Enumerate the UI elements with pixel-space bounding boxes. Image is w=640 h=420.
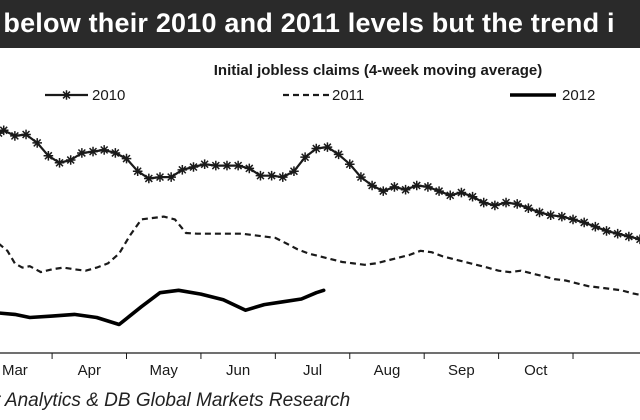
series-2010-point bbox=[54, 158, 65, 168]
headline-text: l below their 2010 and 2011 levels but t… bbox=[0, 8, 615, 38]
source-note: r Analytics & DB Global Markets Research bbox=[0, 390, 351, 411]
series-2010-point bbox=[266, 170, 277, 181]
series-2010-point bbox=[289, 166, 299, 177]
headline-bar: l below their 2010 and 2011 levels but t… bbox=[0, 0, 640, 48]
series-2010 bbox=[0, 125, 640, 245]
series-2010-point bbox=[579, 217, 589, 228]
series-2010-point bbox=[378, 186, 389, 196]
series-2010-point bbox=[635, 234, 640, 245]
series-2010-point bbox=[300, 152, 310, 162]
series-2010-point bbox=[490, 200, 500, 211]
series-2010-point bbox=[601, 226, 612, 236]
series-2010-point bbox=[590, 221, 601, 232]
series-2010-point bbox=[456, 187, 467, 198]
series-2010-point bbox=[478, 197, 489, 208]
series-2010-point bbox=[199, 159, 210, 170]
series-2011 bbox=[0, 215, 640, 296]
series-2010-point bbox=[188, 162, 199, 172]
legend-2012: 2012 bbox=[510, 87, 595, 104]
series-2010-point bbox=[624, 231, 634, 242]
series-2010-point bbox=[99, 145, 109, 155]
series-2010-point bbox=[322, 142, 333, 152]
series-2010-point bbox=[534, 207, 545, 218]
x-tick-jul-label: Jul bbox=[303, 362, 322, 379]
series-2010-point bbox=[177, 165, 188, 175]
series-2010-point bbox=[222, 160, 232, 171]
series-2010-point bbox=[434, 186, 444, 196]
legend-2010-label: 2010 bbox=[92, 87, 125, 104]
series-2010-point bbox=[423, 182, 433, 192]
plot-area: Mar Apr May Jun Jul Aug Sep Oct bbox=[0, 125, 640, 379]
series-2010-point bbox=[400, 184, 411, 195]
legend-2010-marker bbox=[61, 90, 72, 100]
x-tick-jun-label: Jun bbox=[226, 362, 250, 379]
series-2010-point bbox=[389, 182, 400, 192]
x-tick-may-label: May bbox=[150, 362, 179, 379]
legend-2011: 2011 bbox=[283, 87, 364, 104]
series-2010-point bbox=[121, 153, 132, 164]
series-2010-point bbox=[32, 138, 43, 148]
series-2010-point bbox=[411, 180, 422, 191]
chart-title: Initial jobless claims (4-week moving av… bbox=[214, 62, 542, 79]
series-2010-point bbox=[568, 214, 578, 225]
legend-2012-label: 2012 bbox=[562, 87, 595, 104]
series-2010-point bbox=[77, 148, 87, 158]
series-2010-point bbox=[523, 203, 534, 213]
series-2010-point bbox=[512, 199, 523, 209]
jobless-claims-chart: Initial jobless claims (4-week moving av… bbox=[0, 62, 640, 379]
legend-2011-label: 2011 bbox=[332, 87, 364, 104]
x-tick-mar-label: Mar bbox=[2, 362, 28, 379]
series-2010-point bbox=[255, 170, 266, 181]
series-2010-point bbox=[344, 159, 355, 170]
series-layer bbox=[0, 125, 640, 327]
series-2010-point bbox=[10, 131, 20, 141]
legend-2010: 2010 bbox=[45, 87, 125, 104]
series-2010-point bbox=[545, 210, 556, 221]
series-2010-point bbox=[445, 190, 456, 201]
series-2010-point bbox=[467, 191, 478, 202]
x-tick-sep-label: Sep bbox=[448, 362, 475, 379]
x-tick-apr-label: Apr bbox=[78, 362, 101, 379]
series-2010-point bbox=[367, 180, 377, 191]
series-2012 bbox=[0, 288, 326, 327]
x-axis-ticks: Mar Apr May Jun Jul Aug Sep Oct bbox=[2, 353, 574, 379]
series-2010-point bbox=[132, 166, 143, 177]
chart-legend: 2010 2011 2012 bbox=[45, 87, 595, 104]
series-2010-point bbox=[333, 149, 344, 160]
series-2010-point bbox=[144, 173, 154, 184]
series-2010-point bbox=[356, 172, 366, 182]
series-2010-point bbox=[557, 211, 567, 222]
series-2010-point bbox=[43, 150, 54, 161]
series-2010-point bbox=[155, 172, 165, 182]
series-2012-line bbox=[0, 288, 326, 327]
series-2010-point bbox=[612, 228, 623, 239]
x-tick-aug-label: Aug bbox=[374, 362, 401, 379]
x-tick-oct-label: Oct bbox=[524, 362, 548, 379]
series-2010-line bbox=[0, 129, 640, 241]
series-2010-point bbox=[21, 129, 31, 140]
series-2010-point bbox=[244, 163, 255, 174]
series-2010-point bbox=[166, 172, 176, 182]
series-2011-line bbox=[0, 215, 640, 296]
series-2010-point bbox=[311, 143, 322, 154]
series-2010-point bbox=[501, 197, 511, 208]
series-2010-point bbox=[277, 172, 288, 182]
series-2010-point bbox=[0, 125, 9, 136]
series-2010-point bbox=[211, 160, 221, 171]
series-2010-point bbox=[110, 148, 121, 158]
series-2010-point bbox=[233, 160, 243, 171]
series-2010-point bbox=[88, 146, 98, 157]
series-2010-point bbox=[65, 155, 76, 165]
